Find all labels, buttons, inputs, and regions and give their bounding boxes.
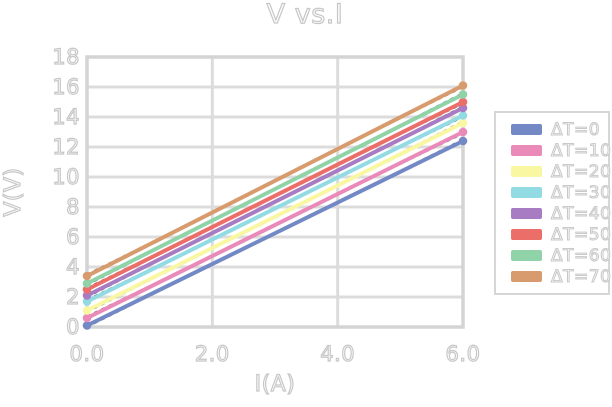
y-axis-label: V(V) — [0, 167, 26, 217]
x-tick-label: 6.0 — [445, 341, 481, 366]
series-endpoint-dot — [458, 111, 468, 120]
x-tick-label: 4.0 — [320, 341, 356, 366]
y-tick-label: 0 — [66, 314, 81, 339]
legend: ΔT=0 ΔT=10 ΔT=20 ΔT=30 ΔT=40 ΔT=50 ΔT=60 ΔT=70 — [494, 111, 612, 295]
legend-label: ΔT=30 — [550, 182, 612, 203]
legend-item: ΔT=70 — [511, 266, 612, 287]
series-line — [85, 106, 465, 298]
y-tick-label: 12 — [52, 134, 80, 159]
legend-label: ΔT=40 — [550, 203, 612, 224]
y-tick-label: 18 — [52, 44, 80, 69]
legend-swatch — [511, 208, 542, 219]
y-tick-label: 4 — [66, 254, 81, 279]
legend-item: ΔT=60 — [511, 245, 612, 266]
legend-item: ΔT=20 — [511, 161, 612, 182]
y-tick-label: 14 — [52, 104, 80, 129]
series-endpoint-dot — [82, 306, 92, 315]
legend-label: ΔT=20 — [550, 161, 612, 182]
series-endpoint-dot — [82, 271, 92, 281]
series-line — [85, 113, 465, 304]
x-axis-label: I(A) — [254, 371, 296, 397]
legend-swatch — [511, 187, 542, 198]
x-tick-label: 0.0 — [69, 341, 105, 366]
y-tick-label: 6 — [66, 224, 81, 249]
series-endpoint-dot — [458, 118, 468, 128]
legend-label: ΔT=10 — [550, 140, 612, 161]
series-endpoint-dot — [82, 321, 92, 330]
series-endpoint-dot — [458, 90, 468, 99]
legend-item: ΔT=30 — [511, 182, 612, 203]
series-endpoint-dot — [458, 103, 468, 113]
series-endpoint-dot — [458, 81, 468, 90]
legend-item: ΔT=50 — [511, 224, 612, 245]
series-endpoint-dot — [82, 285, 92, 294]
series-endpoint-dot — [82, 279, 92, 288]
legend-label: ΔT=70 — [550, 266, 612, 287]
legend-item: ΔT=40 — [511, 203, 612, 224]
series-line — [85, 121, 465, 313]
series-line — [85, 92, 465, 286]
series-endpoint-dot — [458, 136, 468, 146]
legend-swatch — [511, 124, 542, 135]
legend-swatch — [511, 271, 542, 282]
x-tick-label: 2.0 — [194, 341, 230, 366]
legend-label: ΔT=60 — [550, 245, 612, 266]
series-line — [85, 130, 465, 320]
series-line — [85, 100, 465, 292]
chart-title: V vs.I — [266, 0, 344, 30]
legend-item: ΔT=10 — [511, 140, 612, 161]
legend-label: ΔT=50 — [550, 224, 612, 245]
legend-label: ΔT=0 — [550, 119, 601, 140]
legend-item: ΔT=0 — [511, 119, 608, 140]
series-endpoint-dot — [458, 127, 468, 137]
y-tick-label: 16 — [52, 74, 80, 99]
series-line — [85, 139, 465, 328]
plot-border — [85, 55, 465, 329]
series-line — [85, 83, 465, 278]
series-endpoint-dot — [458, 97, 468, 107]
legend-swatch — [511, 250, 542, 261]
legend-swatch — [511, 229, 542, 240]
y-tick-label: 2 — [66, 284, 81, 309]
series-endpoint-dot — [82, 291, 92, 300]
series-endpoint-dot — [82, 313, 92, 323]
legend-swatch — [511, 145, 542, 156]
y-tick-label: 8 — [66, 194, 81, 219]
series-endpoint-dot — [82, 297, 92, 306]
y-tick-label: 10 — [52, 164, 80, 189]
legend-swatch — [511, 166, 542, 177]
